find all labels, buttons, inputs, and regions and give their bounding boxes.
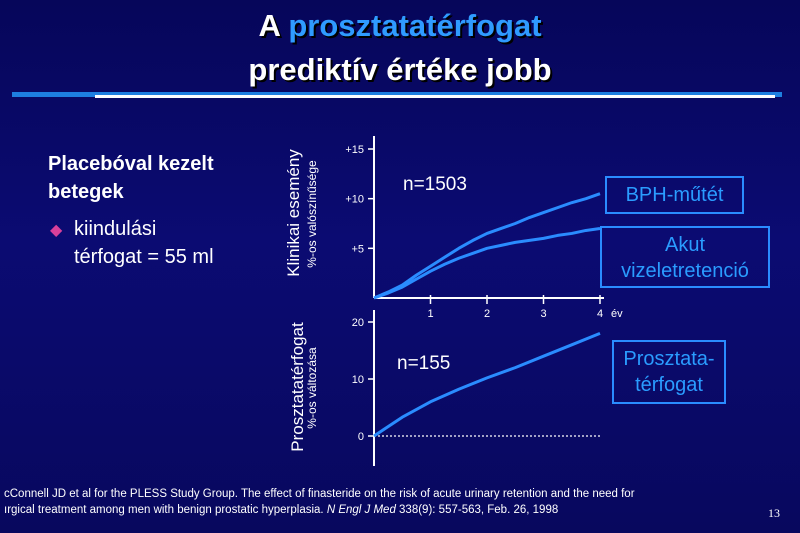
page-number: 13 — [768, 506, 780, 520]
chart1-plot: +5 +10 +15 1 2 3 4 év n=1503 — [345, 136, 623, 320]
bullet-text: kiindulási térfogat = 55 ml — [74, 215, 214, 271]
citation-journal: N Engl J Med — [326, 504, 396, 516]
chart1-x-tick-label: 4 — [597, 308, 603, 320]
slide-title-line2: prediktív értéke jobb — [248, 52, 552, 87]
title-prefix: A — [258, 8, 289, 43]
legend-bph-surgery: BPH-műtét — [605, 176, 744, 214]
chart2-y-tick-label: 10 — [352, 374, 364, 386]
left-heading: Placebóval kezelt betegek — [48, 150, 214, 206]
citation-line2-rest: 338(9): 557-563, Feb. 26, 1998 — [395, 504, 559, 516]
legend-acute-retention-line2: vizeletretenció — [621, 260, 749, 282]
title-underline-blue — [12, 92, 782, 97]
chart2-series-prostate-volume — [373, 332, 601, 438]
legend-prostate-volume-line1: Prosztata- — [623, 348, 715, 370]
legend-acute-retention-line1: Akut — [664, 234, 706, 256]
slide-title-line1: A prosztatatérfogat — [0, 8, 800, 44]
citation-line2-text: ırgical treatment among men with benign … — [4, 504, 327, 516]
chart1-series-acute-retention — [373, 226, 601, 300]
citation-line1: cConnell JD et al for the PLESS Study Gr… — [4, 488, 635, 500]
chart1-series-bph-surgery — [373, 192, 601, 300]
legend-acute-retention: Akut vizeletretenció — [600, 226, 770, 288]
left-heading-line2: betegek — [48, 181, 124, 203]
chart1-x-tick-label: 2 — [484, 308, 490, 320]
legend-bph-surgery-label: BPH-műtét — [625, 184, 724, 206]
legend-prostate-volume-line2: térfogat — [635, 374, 703, 396]
bullet-line1: kiindulási — [74, 218, 157, 240]
title-highlight: prosztatatérfogat — [288, 8, 542, 43]
chart1-annotation: n=1503 — [403, 174, 467, 195]
title-underline-white — [95, 95, 775, 98]
citation-line2: ırgical treatment among men with benign … — [4, 502, 794, 518]
chart1-x-tick-label: 1 — [427, 308, 433, 320]
chart1-y-tick-label: +5 — [351, 243, 364, 255]
bullet-line2: térfogat = 55 ml — [74, 246, 214, 268]
bullet-diamond-icon: ◆ — [50, 222, 63, 239]
chart2-annotation: n=155 — [397, 353, 450, 374]
citation-footnote: cConnell JD et al for the PLESS Study Gr… — [4, 486, 794, 518]
chart2-plot: 0 10 20 n=155 — [352, 310, 601, 466]
chart2-y-tick-label: 0 — [358, 431, 364, 443]
chart1-x-tick-label: 3 — [540, 308, 546, 320]
chart2-y-tick-label: 20 — [352, 317, 364, 329]
chart1-x-unit: év — [611, 308, 623, 320]
legend-prostate-volume: Prosztata- térfogat — [612, 340, 726, 404]
chart1-y-tick-label: +10 — [345, 194, 364, 206]
chart1-y-tick-label: +15 — [345, 144, 364, 156]
left-heading-line1: Placebóval kezelt — [48, 153, 214, 175]
